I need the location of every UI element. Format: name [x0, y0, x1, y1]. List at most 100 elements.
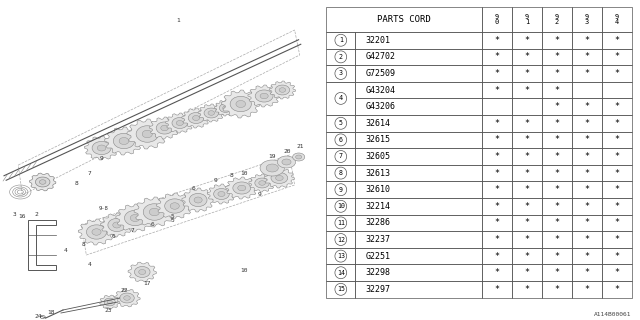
Text: 9-8: 9-8	[99, 205, 109, 211]
Bar	[602, 231, 632, 248]
Text: 32610: 32610	[365, 185, 390, 194]
Text: *: *	[524, 135, 529, 144]
Ellipse shape	[142, 130, 152, 138]
Text: *: *	[495, 119, 500, 128]
Polygon shape	[116, 204, 154, 232]
Text: *: *	[495, 85, 500, 95]
Text: 8: 8	[81, 243, 85, 247]
Text: 18: 18	[47, 310, 54, 315]
Bar	[602, 264, 632, 281]
Bar	[602, 248, 632, 264]
Text: *: *	[495, 69, 500, 78]
Ellipse shape	[230, 96, 252, 112]
Bar	[542, 248, 572, 264]
Ellipse shape	[279, 88, 285, 92]
Bar	[355, 49, 482, 65]
Polygon shape	[134, 197, 175, 227]
Text: 6: 6	[191, 186, 195, 191]
Ellipse shape	[92, 141, 111, 155]
Text: *: *	[495, 135, 500, 144]
Bar	[542, 49, 572, 65]
Text: 5: 5	[171, 218, 175, 222]
Bar	[326, 231, 355, 248]
Bar	[602, 165, 632, 181]
Bar	[572, 65, 602, 82]
Text: *: *	[495, 219, 500, 228]
Text: 1: 1	[176, 18, 180, 23]
Bar	[482, 165, 512, 181]
Bar	[482, 132, 512, 148]
Bar	[482, 32, 512, 49]
Text: *: *	[554, 268, 559, 277]
Bar	[572, 264, 602, 281]
Text: *: *	[495, 169, 500, 178]
Bar	[542, 32, 572, 49]
Text: *: *	[614, 152, 620, 161]
Polygon shape	[100, 213, 133, 237]
Bar	[512, 215, 542, 231]
Text: *: *	[614, 235, 620, 244]
Text: *: *	[554, 119, 559, 128]
Text: 32613: 32613	[365, 169, 390, 178]
Bar	[602, 198, 632, 215]
Text: *: *	[524, 202, 529, 211]
Bar	[355, 231, 482, 248]
Bar	[512, 148, 542, 165]
Bar	[572, 98, 602, 115]
Polygon shape	[269, 81, 296, 99]
Text: *: *	[554, 85, 559, 95]
Bar	[542, 132, 572, 148]
Ellipse shape	[156, 122, 173, 134]
Text: *: *	[524, 235, 529, 244]
Polygon shape	[214, 100, 237, 116]
Text: *: *	[495, 235, 500, 244]
Ellipse shape	[296, 155, 301, 159]
Text: *: *	[554, 219, 559, 228]
Text: *: *	[584, 69, 589, 78]
Text: *: *	[495, 285, 500, 294]
Text: *: *	[584, 285, 589, 294]
Bar	[542, 181, 572, 198]
Text: 9
1: 9 1	[525, 14, 529, 25]
Polygon shape	[149, 117, 180, 139]
Ellipse shape	[172, 117, 188, 129]
Text: 9: 9	[257, 193, 261, 197]
Text: 8: 8	[74, 181, 78, 186]
Bar	[482, 248, 512, 264]
Bar	[572, 7, 602, 32]
Ellipse shape	[113, 222, 121, 228]
Text: *: *	[524, 52, 529, 61]
Text: 3: 3	[12, 212, 16, 218]
Text: *: *	[584, 219, 589, 228]
Polygon shape	[248, 85, 280, 107]
Ellipse shape	[204, 108, 219, 118]
Text: *: *	[554, 169, 559, 178]
Text: 6: 6	[112, 235, 116, 239]
Ellipse shape	[218, 191, 225, 196]
Text: *: *	[614, 285, 620, 294]
Bar	[326, 82, 355, 115]
Bar	[512, 248, 542, 264]
Bar	[482, 148, 512, 165]
Text: *: *	[524, 69, 529, 78]
Ellipse shape	[131, 214, 140, 221]
Bar	[355, 215, 482, 231]
Text: 20: 20	[284, 149, 291, 154]
Text: 9: 9	[214, 178, 217, 183]
Text: PARTS CORD: PARTS CORD	[378, 15, 431, 24]
Ellipse shape	[292, 153, 305, 161]
Ellipse shape	[260, 93, 268, 99]
Ellipse shape	[275, 85, 290, 95]
Bar	[572, 198, 602, 215]
Text: *: *	[584, 102, 589, 111]
Text: 1: 1	[339, 37, 343, 43]
Bar	[512, 198, 542, 215]
Text: *: *	[584, 268, 589, 277]
Polygon shape	[207, 184, 236, 204]
Bar	[326, 148, 355, 165]
Text: *: *	[524, 219, 529, 228]
Polygon shape	[198, 104, 225, 122]
Ellipse shape	[255, 90, 273, 102]
Text: *: *	[495, 202, 500, 211]
Ellipse shape	[97, 145, 106, 151]
